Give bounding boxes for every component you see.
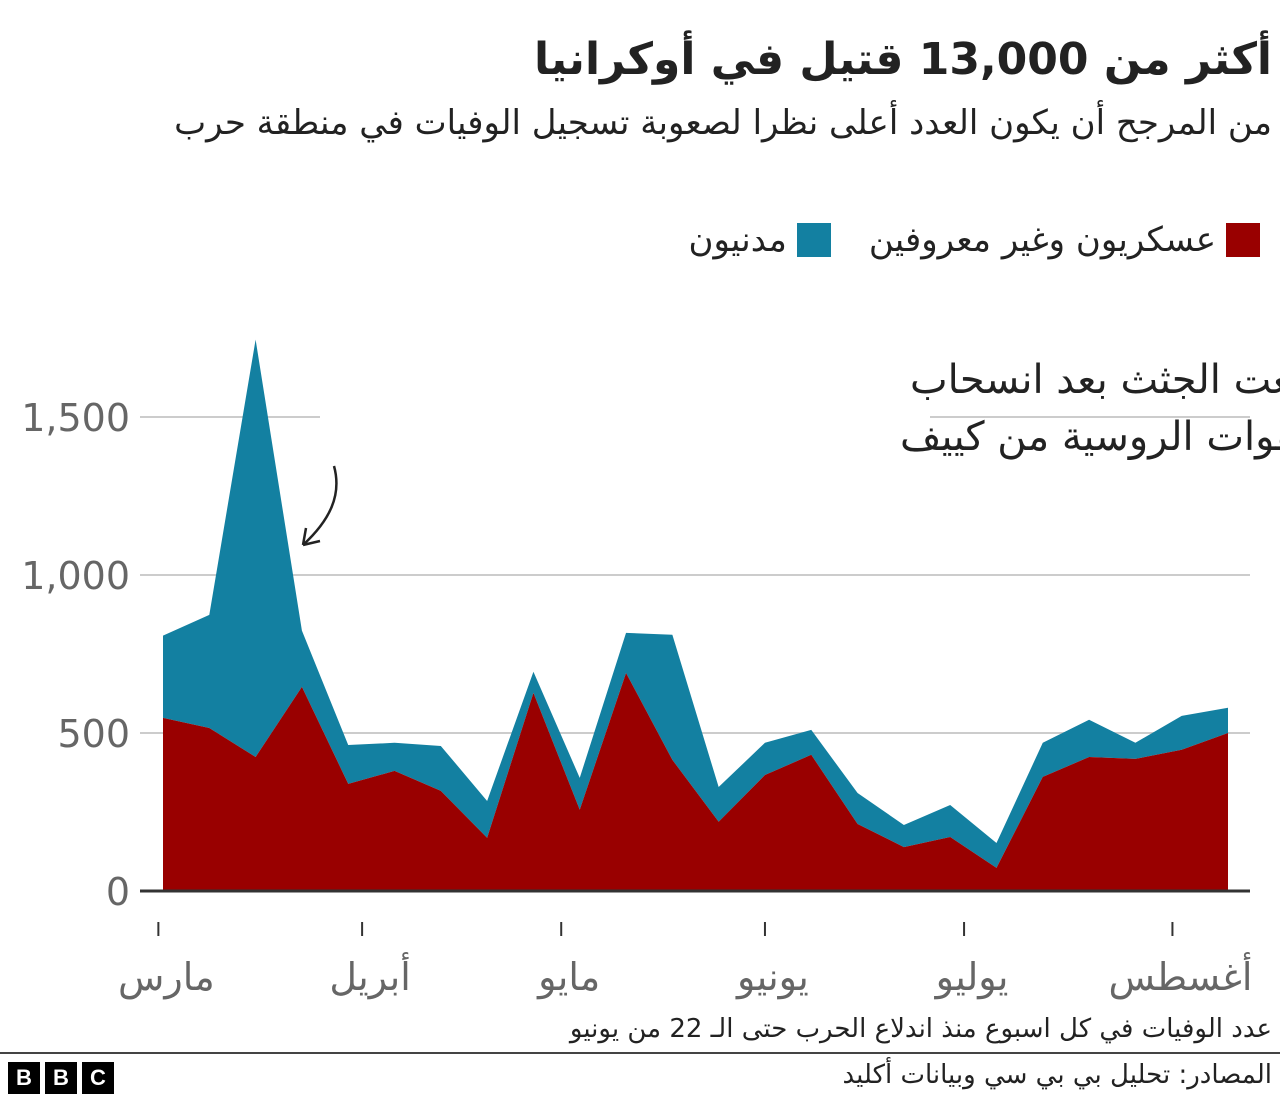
- legend-swatch-civilian: [796, 223, 831, 257]
- annotation-text: القوات الروسية من كييف: [900, 414, 1280, 460]
- stacked-area-chart: 0 500 1,000 1,500 مارس أبريل مايو يونيو يوليو أغس…: [21, 339, 1280, 1000]
- y-tick-label: 0: [106, 870, 130, 914]
- source-text: المصادر: تحليل بي بي سي وبيانات أكليد: [842, 1060, 1272, 1090]
- y-tick-label: 1,500: [21, 396, 130, 440]
- footer-divider: [0, 1052, 1280, 1054]
- y-tick-label: 500: [57, 712, 130, 756]
- legend-swatch-military: [1226, 223, 1260, 257]
- annotation-text: استرجعت الجثث بعد انسحاب: [910, 357, 1280, 403]
- chart-title: أكثر من 13,000 قتيل في أوكرانيا: [533, 34, 1272, 85]
- chart-subtitle: من المرجح أن يكون العدد أعلى نظرا لصعوبة…: [174, 103, 1272, 143]
- legend-label-civilian: مدنيون: [688, 220, 787, 260]
- legend-item-civilian: مدنيون: [689, 220, 831, 260]
- x-tick-label: مايو: [536, 955, 600, 1000]
- annotation-background: [320, 350, 930, 468]
- x-tick-label: أبريل: [329, 952, 410, 1000]
- legend-label-military: عسكريون وغير معروفين: [868, 220, 1216, 260]
- x-tick-label: مارس: [118, 955, 215, 999]
- annotation-arrow-icon: [301, 465, 338, 547]
- legend-item-military: عسكريون وغير معروفين: [869, 220, 1260, 260]
- y-tick-label: 1,000: [21, 554, 130, 598]
- area-civilian: [163, 339, 1228, 868]
- legend: عسكريون وغير معروفين مدنيون: [689, 220, 1260, 260]
- area-military: [163, 672, 1228, 891]
- x-tick-label: يونيو: [735, 955, 809, 1000]
- x-tick-label: يوليو: [934, 955, 1009, 1000]
- chart-note: عدد الوفيات في كل اسبوع منذ اندلاع الحرب…: [569, 1014, 1272, 1044]
- x-tick-label: أغسطس: [1108, 952, 1252, 999]
